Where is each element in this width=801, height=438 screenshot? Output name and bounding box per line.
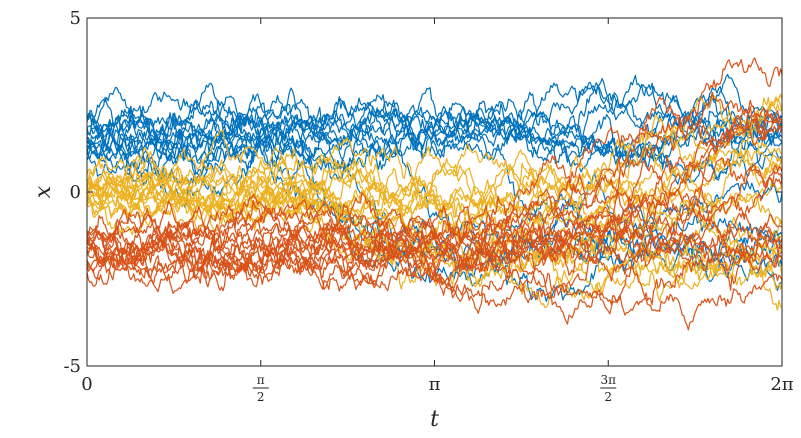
series-line: [86, 204, 783, 294]
series-line: [86, 116, 783, 271]
series-line: [86, 93, 783, 243]
x-tick-label-numerator: π: [257, 373, 265, 387]
x-tick-label-denominator: 2: [604, 390, 612, 404]
series-line: [86, 171, 783, 275]
y-tick-label: 0: [70, 182, 81, 203]
y-axis-title: x: [31, 185, 56, 198]
y-tick-label: 5: [70, 8, 81, 29]
series-line: [86, 82, 783, 155]
series-line: [86, 173, 783, 275]
series-line: [86, 57, 783, 296]
y-tick-label: -5: [63, 356, 81, 377]
series-line: [86, 73, 783, 185]
series-line: [86, 204, 783, 316]
series-line: [86, 158, 783, 255]
x-tick-label: 0: [81, 374, 92, 395]
x-tick-label-numerator: 3π: [600, 373, 616, 387]
x-tick-label: π: [429, 374, 441, 395]
x-axis-title: t: [430, 407, 439, 432]
series-line: [86, 174, 783, 308]
series-line: [86, 86, 783, 240]
series-line: [86, 199, 783, 268]
series-lines: [86, 57, 783, 331]
x-tick-label: 2π: [770, 374, 793, 395]
series-line: [86, 155, 783, 276]
series-line: [86, 205, 783, 277]
series-line: [86, 99, 783, 292]
plot-background: [87, 18, 782, 366]
x-tick-label-denominator: 2: [257, 390, 265, 404]
series-line: [86, 129, 783, 225]
